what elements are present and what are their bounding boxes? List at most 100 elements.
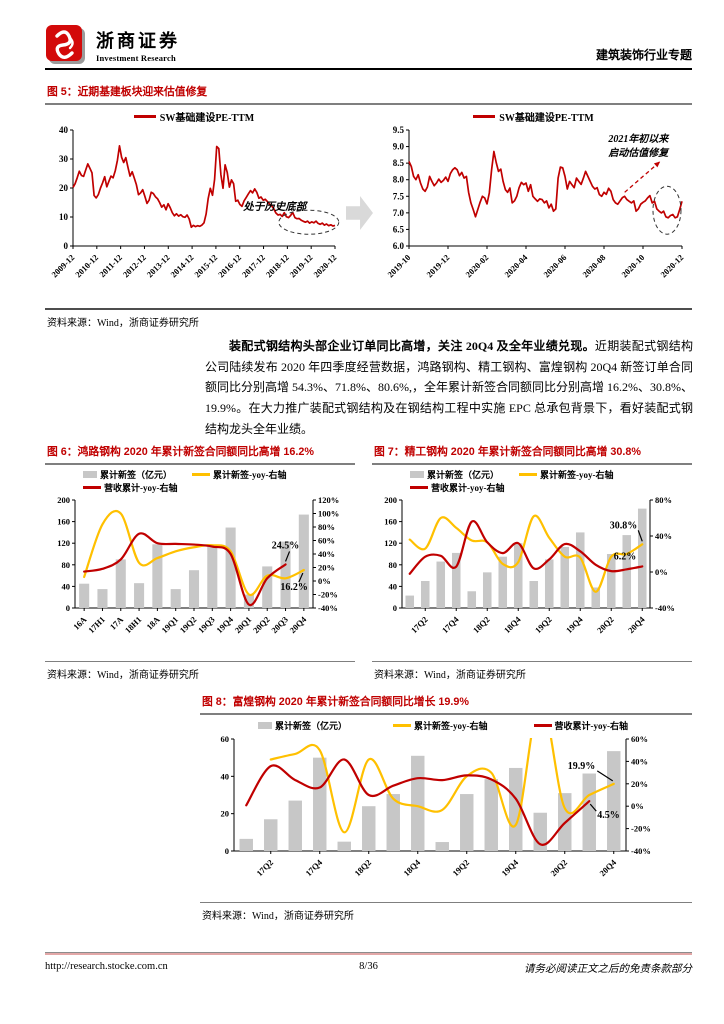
figure5-block: 图 5：近期基建板块迎来估值修复 SW基础建设PE-TTM 0 10 20 30 40 2…	[45, 80, 692, 329]
svg-text:40%: 40%	[631, 756, 648, 766]
svg-text:18Q4: 18Q4	[401, 857, 422, 878]
figure5-title: 图 5：近期基建板块迎来估值修复	[45, 80, 692, 105]
svg-text:18Q2: 18Q2	[471, 614, 492, 635]
legend-label: 累计新签-yoy-右轴	[213, 470, 287, 480]
svg-text:20Q4: 20Q4	[626, 614, 647, 635]
svg-text:20Q2: 20Q2	[251, 614, 272, 635]
svg-text:18H1: 18H1	[123, 614, 144, 635]
legend-label: 累计新签（亿元）	[275, 721, 348, 731]
svg-text:80%: 80%	[318, 522, 335, 532]
svg-text:19Q2: 19Q2	[450, 857, 471, 878]
svg-text:2010-12: 2010-12	[73, 252, 100, 279]
svg-text:20%: 20%	[318, 563, 335, 573]
svg-text:200: 200	[57, 495, 70, 505]
svg-text:19Q3: 19Q3	[196, 614, 217, 635]
svg-text:19Q2: 19Q2	[178, 614, 199, 635]
svg-text:20Q4: 20Q4	[287, 614, 308, 635]
svg-text:-20%: -20%	[631, 824, 651, 834]
svg-text:2011-12: 2011-12	[97, 252, 124, 279]
figure5-label: 图 5：	[47, 86, 78, 98]
svg-text:0%: 0%	[318, 576, 331, 586]
svg-text:0: 0	[225, 846, 229, 856]
svg-text:-40%: -40%	[631, 846, 651, 856]
svg-text:6.5: 6.5	[393, 224, 405, 234]
svg-text:2021年初以来: 2021年初以来	[607, 133, 670, 145]
svg-text:7.0: 7.0	[393, 208, 405, 218]
page-header: 浙商证券 Investment Research 建筑装饰行业专题	[45, 22, 692, 70]
svg-text:-20%: -20%	[318, 590, 338, 600]
legend-line-swatch	[393, 724, 412, 727]
svg-text:19Q4: 19Q4	[214, 614, 235, 635]
svg-text:40: 40	[221, 771, 230, 781]
svg-text:17Q2: 17Q2	[254, 857, 275, 878]
svg-text:19Q2: 19Q2	[533, 614, 554, 635]
legend-line-swatch	[473, 114, 496, 118]
figure5-source: 资料来源：Wind，浙商证券研究所	[45, 308, 692, 329]
svg-text:19Q1: 19Q1	[159, 614, 180, 635]
figure8-title-text: 富煌钢构 2020 年累计新签合同额同比增长 19.9%	[232, 696, 469, 708]
figure6-title: 图 6：鸿路钢构 2020 年累计新签合同额同比高增 16.2%	[45, 440, 355, 465]
legend-line-swatch	[410, 486, 428, 489]
svg-text:2019-10: 2019-10	[385, 252, 412, 279]
svg-text:10: 10	[59, 212, 69, 222]
svg-text:120: 120	[384, 538, 397, 548]
svg-text:17H1: 17H1	[86, 614, 107, 635]
paragraph-lead-bold: 装配式钢结构头部企业订单同比高增，关注 20Q4 及全年业绩兑现。	[229, 339, 595, 353]
svg-text:2015-12: 2015-12	[192, 252, 219, 279]
figure8-label: 图 8：	[202, 696, 233, 708]
svg-text:19Q4: 19Q4	[499, 857, 520, 878]
legend-line-swatch	[519, 473, 538, 476]
legend-line-swatch	[83, 486, 101, 489]
svg-text:20Q1: 20Q1	[233, 614, 254, 635]
svg-text:2019-12: 2019-12	[287, 252, 314, 279]
paragraph-rest: 近期装配式钢结构公司陆续发布 2020 年四季度经营数据，鸿路钢构、精工钢构、富…	[205, 339, 693, 436]
svg-text:2020-06: 2020-06	[541, 252, 568, 279]
svg-text:2020-08: 2020-08	[580, 252, 607, 279]
svg-text:40: 40	[62, 581, 71, 591]
legend-bar-swatch	[83, 471, 97, 478]
figure8-source: 资料来源：Wind，浙商证券研究所	[200, 902, 692, 922]
figure6-source: 资料来源：Wind，浙商证券研究所	[45, 661, 355, 681]
svg-text:40%: 40%	[318, 549, 335, 559]
figure8-legend: 累计新签（亿元） 累计新签-yoy-右轴 营收累计-yoy-右轴	[200, 718, 692, 733]
company-logo-icon	[46, 25, 85, 64]
body-paragraph: 装配式钢结构头部企业订单同比高增，关注 20Q4 及全年业绩兑现。近期装配式钢结…	[205, 336, 693, 439]
svg-text:8.5: 8.5	[393, 158, 405, 168]
svg-text:6.0: 6.0	[393, 241, 405, 251]
svg-text:80: 80	[62, 560, 71, 570]
svg-text:2016-12: 2016-12	[216, 252, 243, 279]
legend-label: SW基础建设PE-TTM	[499, 112, 594, 124]
figure7-title-text: 精工钢构 2020 年累计新签合同额同比高增 30.8%	[404, 446, 641, 458]
legend-label: 累计新签（亿元）	[427, 470, 500, 480]
svg-text:18Q2: 18Q2	[352, 857, 373, 878]
legend-line-swatch	[192, 473, 211, 476]
legend-label: 营收累计-yoy-右轴	[431, 483, 505, 493]
figure5-charts: SW基础建设PE-TTM 0 10 20 30 40 2009-12 2010-12 2011…	[45, 108, 692, 306]
brand: 浙商证券 Investment Research	[45, 24, 180, 66]
figure6-chart-svg: 0 40 80 120 160 200 -40% -20% 0% 20% 40% 60% 80% 100%…	[57, 495, 339, 635]
figure7-label: 图 7：	[374, 446, 405, 458]
footer-page-number: 8/36	[359, 961, 378, 972]
svg-text:19Q4: 19Q4	[564, 614, 585, 635]
figure7-block: 图 7：精工钢构 2020 年累计新签合同额同比高增 30.8% 累计新签（亿元…	[372, 440, 692, 681]
svg-text:120: 120	[57, 538, 70, 548]
svg-text:17Q2: 17Q2	[409, 614, 430, 635]
footer-url: http://research.stocke.com.cn	[45, 961, 168, 972]
legend-label: 累计新签（亿元）	[100, 470, 173, 480]
svg-text:80%: 80%	[655, 495, 672, 505]
figure7-source: 资料来源：Wind，浙商证券研究所	[372, 661, 692, 681]
svg-text:100%: 100%	[318, 509, 339, 519]
footer-row: http://research.stocke.com.cn 8/36 请务必阅读…	[45, 955, 692, 977]
svg-text:2017-12: 2017-12	[240, 252, 267, 279]
svg-text:9.5: 9.5	[393, 125, 405, 135]
brand-text: 浙商证券 Investment Research	[96, 27, 180, 63]
svg-text:2020-04: 2020-04	[502, 252, 530, 280]
brand-name-en: Investment Research	[96, 53, 176, 63]
pe-chart-right-svg: 6.0 6.5 7.0 7.5 8.0 8.5 9.0 9.5 2019-10 2019-12 20…	[385, 125, 685, 280]
svg-text:-40%: -40%	[318, 603, 338, 613]
svg-text:0: 0	[64, 241, 69, 251]
figure6-label: 图 6：	[47, 446, 78, 458]
svg-text:2020-12: 2020-12	[658, 252, 685, 279]
figure6-legend: 累计新签（亿元） 累计新签-yoy-右轴 营收累计-yoy-右轴	[45, 468, 355, 494]
svg-text:30: 30	[59, 154, 69, 164]
